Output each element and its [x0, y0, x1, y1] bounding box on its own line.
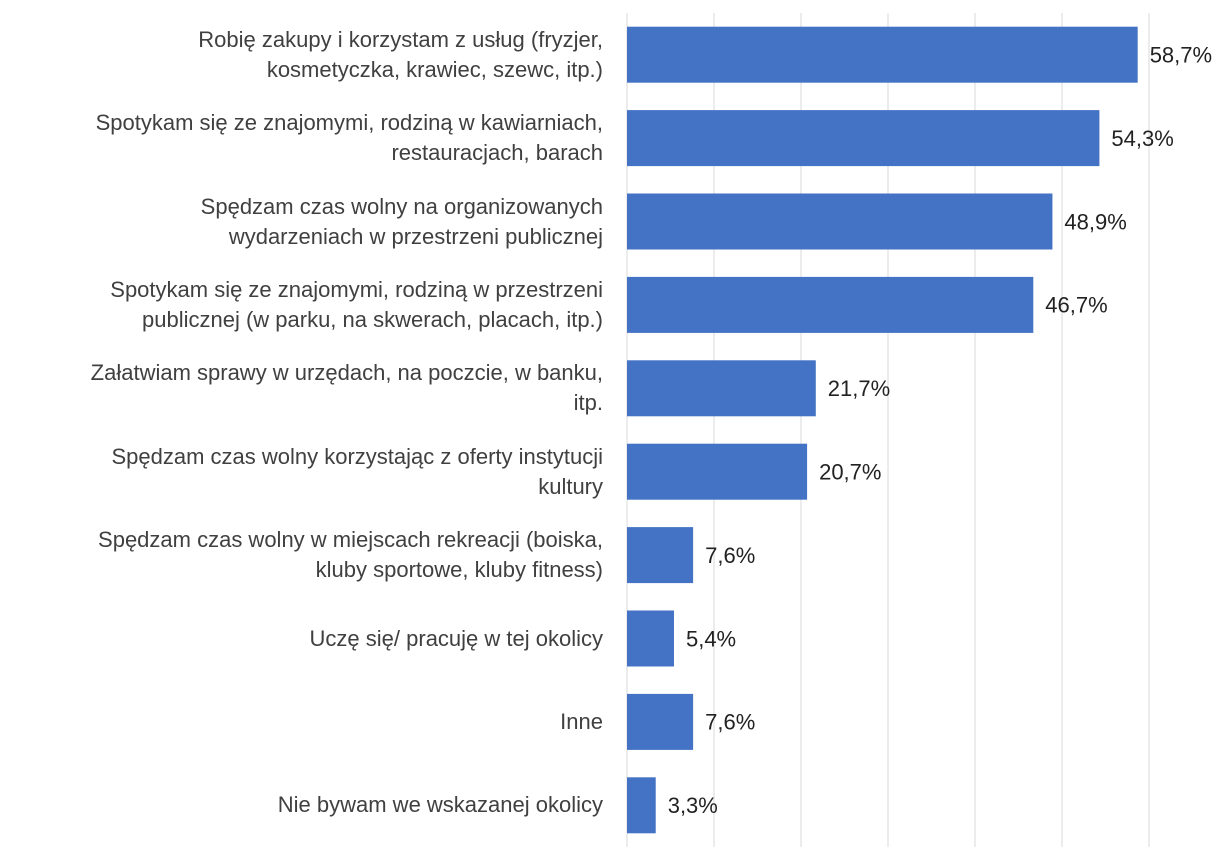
category-label: Uczę się/ pracuję w tej okolicy — [309, 625, 603, 651]
bar — [627, 26, 1138, 83]
category-label: Załatwiam sprawy w urzędach, na poczcie,… — [90, 360, 603, 416]
value-label: 5,4% — [686, 626, 736, 651]
category-label: Spędzam czas wolny korzystając z oferty … — [111, 443, 603, 499]
bar — [627, 777, 656, 834]
category-label: Spotykam się ze znajomymi, rodziną w prz… — [110, 276, 603, 332]
bar — [627, 693, 694, 750]
value-label: 48,9% — [1064, 209, 1126, 234]
value-label: 21,7% — [828, 376, 890, 401]
value-label: 54,3% — [1111, 126, 1173, 151]
value-label: 20,7% — [819, 460, 881, 485]
bar — [627, 443, 808, 500]
category-label: Nie bywam we wskazanej okolicy — [277, 792, 603, 818]
bar — [627, 360, 816, 417]
bar — [627, 276, 1034, 333]
category-label: Spędzam czas wolny w miejscach rekreacji… — [98, 527, 603, 583]
bar — [627, 610, 674, 667]
value-label: 3,3% — [668, 793, 718, 818]
category-label: Inne — [560, 708, 603, 734]
bar — [627, 193, 1053, 250]
value-label: 7,6% — [705, 543, 755, 568]
category-label: Robię zakupy i korzystam z usług (fryzje… — [198, 26, 603, 82]
value-label: 7,6% — [705, 710, 755, 735]
value-label: 58,7% — [1150, 43, 1212, 68]
bar — [627, 527, 694, 584]
bar — [627, 110, 1100, 167]
category-label: Spotykam się ze znajomymi, rodziną w kaw… — [95, 110, 603, 166]
value-label: 46,7% — [1045, 293, 1107, 318]
category-label: Spędzam czas wolny na organizowanych wyd… — [200, 193, 603, 249]
